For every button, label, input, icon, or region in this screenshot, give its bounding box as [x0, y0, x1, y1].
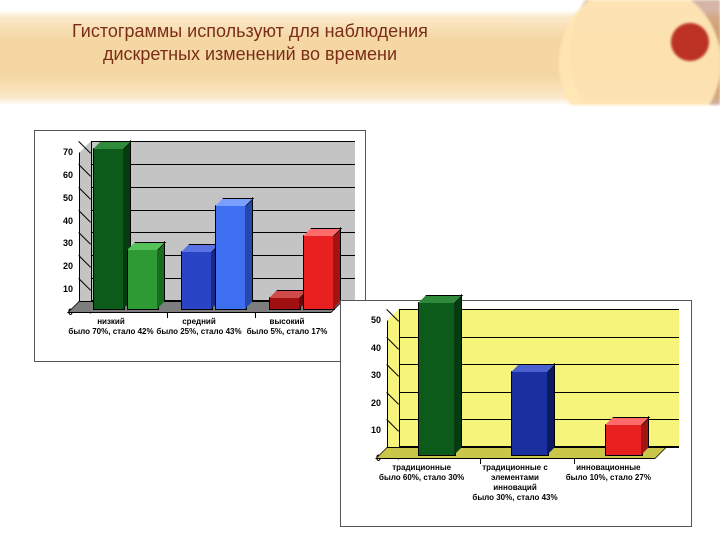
- bar-front: [269, 297, 301, 310]
- bar-front: [181, 251, 213, 310]
- y-tick-label: 30: [35, 238, 73, 248]
- bar-front: [303, 235, 335, 310]
- y-tick-label: 10: [35, 284, 73, 294]
- bar-side: [547, 363, 555, 455]
- y-tick-label: 60: [35, 170, 73, 180]
- page-title: Гистограммы используют для наблюдения ди…: [60, 20, 440, 67]
- y-tick-label: 40: [341, 343, 381, 353]
- bar-side: [454, 294, 462, 455]
- bar-front: [93, 148, 125, 310]
- x-category-label: инновационныебыло 10%, стало 27%: [562, 463, 655, 526]
- x-category-label: высокийбыло 5%, стало 17%: [243, 317, 331, 361]
- y-tick-label: 50: [35, 193, 73, 203]
- header-decoration: [520, 0, 720, 105]
- y-tick-label: 20: [35, 261, 73, 271]
- y-tick-label: 50: [341, 315, 381, 325]
- bar-front: [215, 205, 247, 310]
- bar-front: [127, 249, 159, 310]
- y-tick-label: 70: [35, 147, 73, 157]
- chart-1: 010203040506070низкийбыло 70%, стало 42%…: [34, 130, 366, 362]
- x-category-label: традиционныебыло 60%, стало 30%: [375, 463, 468, 526]
- y-tick-label: 40: [35, 216, 73, 226]
- bar-front: [418, 302, 456, 456]
- bar-top: [605, 417, 650, 425]
- bar-side: [245, 197, 253, 309]
- bar-side: [157, 241, 165, 310]
- x-category-label: низкийбыло 70%, стало 42%: [67, 317, 155, 361]
- x-category-label: среднийбыло 25%, стало 43%: [155, 317, 243, 361]
- y-tick-label: 20: [341, 398, 381, 408]
- bar-front: [605, 424, 643, 456]
- chart-2: 01020304050традиционныебыло 60%, стало 3…: [340, 300, 692, 527]
- bar-front: [511, 371, 549, 456]
- y-tick-label: 30: [341, 370, 381, 380]
- chart-sidewall: [387, 309, 399, 459]
- x-category-label: традиционные сэлементамиинновацийбыло 30…: [468, 463, 561, 526]
- y-tick-label: 10: [341, 425, 381, 435]
- bar-side: [333, 227, 341, 309]
